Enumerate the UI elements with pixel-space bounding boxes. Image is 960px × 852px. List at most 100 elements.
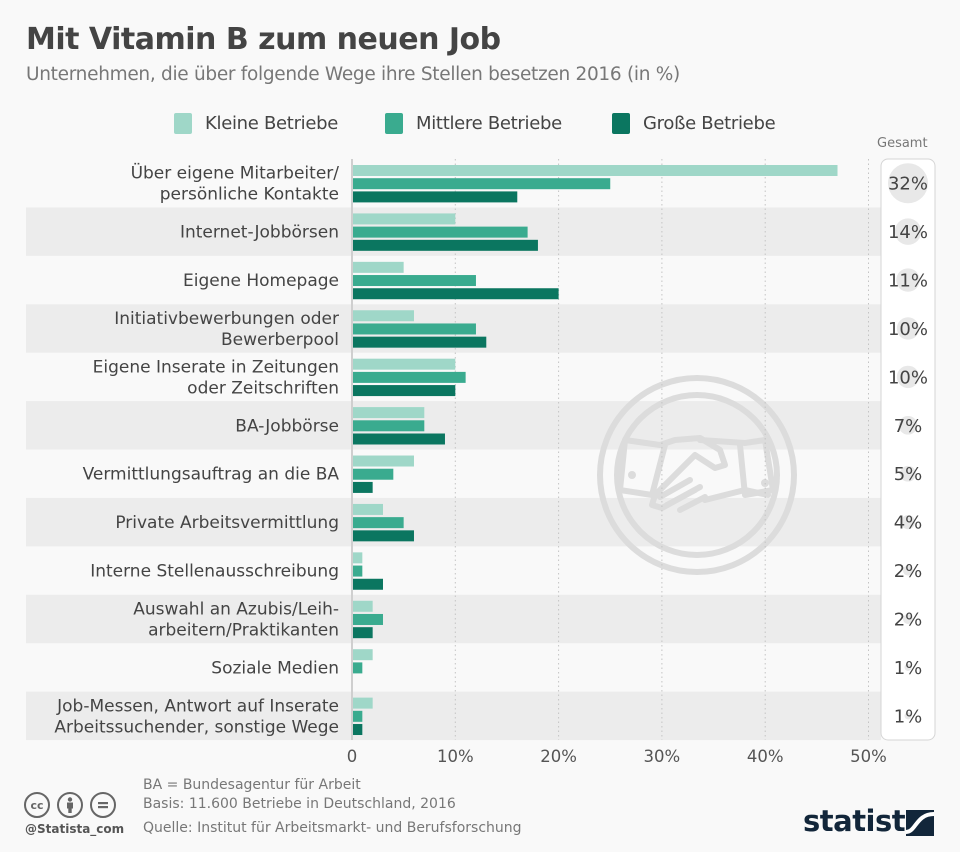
statista-logo[interactable]: statista xyxy=(803,804,925,838)
legend-label-grosse: Große Betriebe xyxy=(643,112,776,134)
gesamt-bubble xyxy=(900,515,916,530)
bar-grosse xyxy=(353,385,456,397)
bar-mittlere xyxy=(353,468,394,480)
gesamt-bubble xyxy=(894,218,922,245)
footer-source: Quelle: Institut für Arbeitsmarkt- und B… xyxy=(143,820,522,836)
category-label: Private Arbeitsvermittlung xyxy=(115,513,339,533)
category-label: Auswahl an Azubis/Leih-arbeitern/Praktik… xyxy=(133,599,339,640)
bar-mittlere xyxy=(353,662,363,674)
statista-logo-icon xyxy=(906,810,934,836)
gesamt-value: 2% xyxy=(894,609,923,630)
bar-mittlere xyxy=(353,371,466,383)
bar-kleine xyxy=(353,407,425,419)
gesamt-bubble xyxy=(900,465,916,482)
category-label: Interne Stellenausschreibung xyxy=(90,562,339,582)
gesamt-bubble xyxy=(896,317,920,340)
category-labels: Über eigene Mitarbeiter/persönliche Kont… xyxy=(54,162,339,738)
bar-kleine xyxy=(353,649,373,661)
bar-grosse xyxy=(353,191,518,203)
bar-kleine xyxy=(353,697,373,709)
legend-item-grosse: Große Betriebe xyxy=(612,110,776,136)
gesamt-bubble xyxy=(898,415,918,435)
bar-grosse xyxy=(353,336,487,348)
bar-grosse xyxy=(353,239,538,251)
category-label: Eigene Homepage xyxy=(183,271,339,291)
bar-mittlere xyxy=(353,226,528,238)
gesamt-value: 11% xyxy=(888,271,928,292)
category-label: Soziale Medien xyxy=(211,658,339,678)
category-label: BA-Jobbörse xyxy=(235,416,339,436)
bar-kleine xyxy=(353,213,456,225)
gesamt-value: 2% xyxy=(894,561,923,582)
bar-grosse xyxy=(353,288,559,300)
row-stripe xyxy=(26,691,881,741)
chart-title: Mit Vitamin B zum neuen Job xyxy=(26,22,501,57)
x-tick-label: 30% xyxy=(644,747,681,766)
gesamt-value: 10% xyxy=(888,319,928,340)
bar-mittlere xyxy=(353,323,476,335)
gesamt-value: 4% xyxy=(894,513,923,534)
bar-mittlere xyxy=(353,613,383,625)
gesamt-value: 1% xyxy=(894,658,923,679)
footer-basis: Basis: 11.600 Betriebe in Deutschland, 2… xyxy=(143,796,456,812)
chart-subtitle: Unternehmen, die über folgende Wege ihre… xyxy=(26,64,680,85)
bar-mittlere xyxy=(353,420,425,432)
category-label: Eigene Inserate in Zeitungen oder Zeitsch… xyxy=(93,357,339,398)
bar-kleine xyxy=(353,600,373,612)
category-label: Initiativbewerbungen oder Bewerberpool xyxy=(114,309,339,350)
category-label: Internet-Jobbörsen xyxy=(180,223,339,243)
gesamt-value: 10% xyxy=(888,367,928,388)
bar-grosse xyxy=(353,530,414,542)
legend-label-mittlere: Mittlere Betriebe xyxy=(416,112,562,134)
bar-mittlere xyxy=(353,710,363,722)
x-tick-label: 40% xyxy=(747,747,784,766)
legend-item-mittlere: Mittlere Betriebe xyxy=(385,110,562,136)
gesamt-bubble xyxy=(896,268,920,292)
gesamt-value: 5% xyxy=(894,464,923,485)
bar-grosse xyxy=(353,724,363,736)
bar-kleine xyxy=(353,310,414,322)
bars xyxy=(353,165,838,736)
legend-item-kleine: Kleine Betriebe xyxy=(174,110,338,136)
row-stripe xyxy=(26,497,881,547)
gesamt-bubble xyxy=(904,712,912,720)
footer-note: BA = Bundesagentur für Arbeit xyxy=(143,777,361,793)
bar-kleine xyxy=(353,552,363,564)
bar-kleine xyxy=(353,165,838,176)
bar-mittlere xyxy=(353,565,363,577)
category-label: Vermittlungsauftrag an die BA xyxy=(83,465,340,485)
bar-grosse xyxy=(353,578,383,590)
legend: Kleine Betriebe Mittlere Betriebe Große … xyxy=(0,110,960,136)
cc-icon: cc xyxy=(24,792,50,818)
bar-mittlere xyxy=(353,178,611,190)
x-tick-label: 0 xyxy=(347,747,358,766)
gesamt-bubble xyxy=(896,365,920,389)
row-stripe xyxy=(26,594,881,644)
bar-mittlere xyxy=(353,275,476,287)
x-tick-label: 10% xyxy=(437,747,474,766)
gesamt-bubble xyxy=(903,565,913,576)
bar-kleine xyxy=(353,503,383,515)
gesamt-column xyxy=(880,158,936,741)
gesamt-bubble xyxy=(888,163,928,204)
bar-mittlere xyxy=(353,517,404,529)
x-tick-labels: 0 10% 20% 30% 40% 50% xyxy=(347,747,887,766)
gesamt-bubble xyxy=(903,613,913,624)
nd-icon xyxy=(90,792,116,818)
x-tick-label: 50% xyxy=(850,747,887,766)
gesamt-header: Gesamt xyxy=(877,136,928,151)
bar-grosse xyxy=(353,627,373,639)
bar-kleine xyxy=(353,455,414,467)
gesamt-value: 32% xyxy=(888,174,928,195)
gesamt-values: 32% 14% 11% 10% 10% 7% 5% 4% 2% 2% 1% 1% xyxy=(888,163,928,727)
legend-swatch-mittlere xyxy=(385,112,403,134)
statista-handle[interactable]: @Statista_com xyxy=(25,822,125,836)
by-icon xyxy=(57,792,83,818)
gesamt-value: 7% xyxy=(894,416,923,437)
x-tick-label: 20% xyxy=(540,747,577,766)
legend-label-kleine: Kleine Betriebe xyxy=(205,112,339,134)
handshake-icon xyxy=(597,375,797,575)
category-label: Über eigene Mitarbeiter/persönliche Kont… xyxy=(131,162,340,205)
legend-swatch-kleine xyxy=(174,112,192,134)
